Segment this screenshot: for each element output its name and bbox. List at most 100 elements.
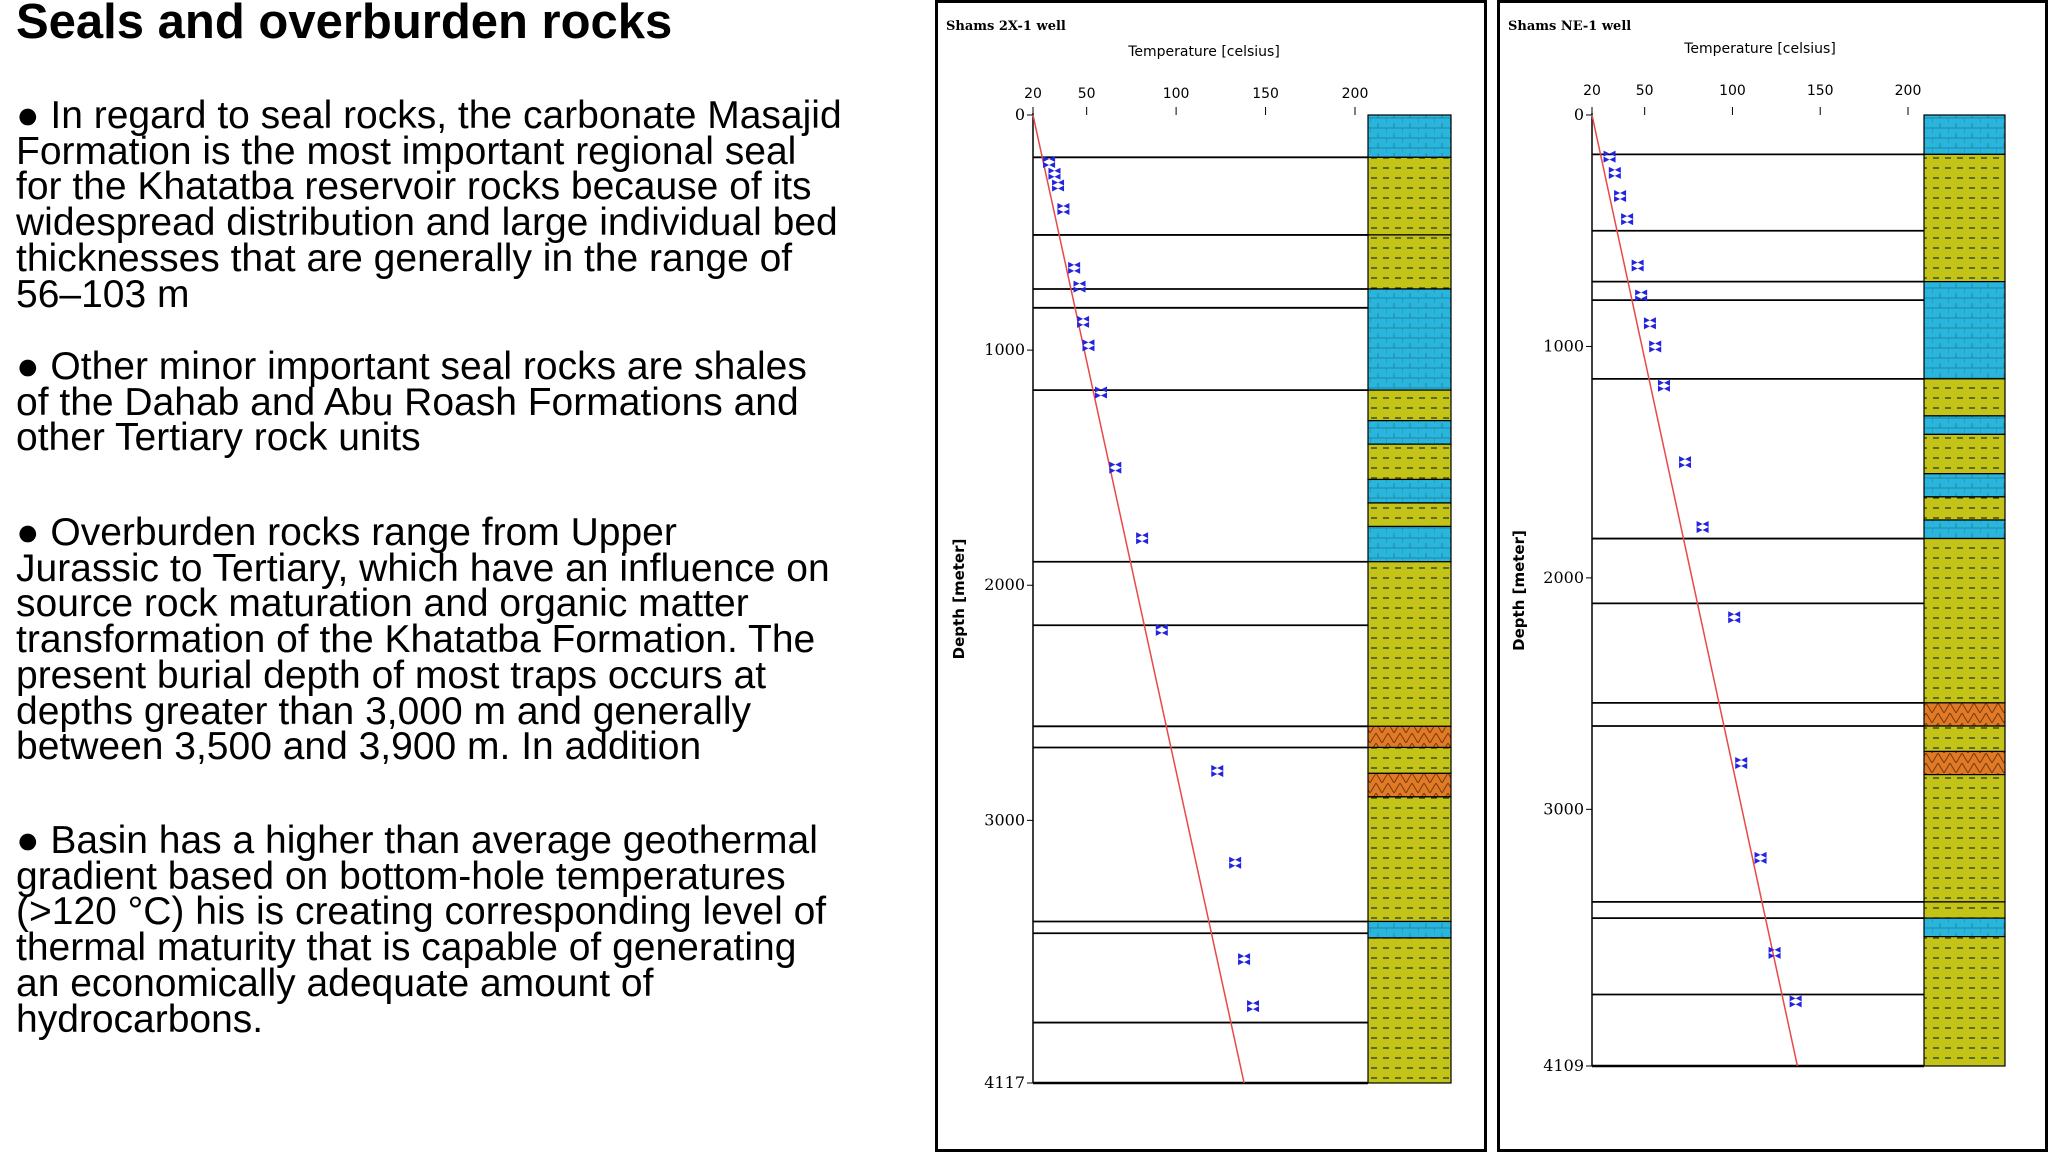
bullet-line: Jurassic to Tertiary, which have an infl… — [16, 546, 830, 590]
lithology-shale-block — [1367, 937, 1452, 1084]
bullet-line: hydrocarbons. — [16, 997, 264, 1041]
x-tick-label: 20 — [1024, 86, 1042, 102]
lithology-shale-block — [1923, 901, 2006, 919]
temperature-data-point — [1603, 150, 1616, 163]
lithology-shale-block — [1367, 443, 1452, 481]
lithology-shale-block — [1367, 796, 1452, 923]
bullet-line: gradient based on bottom-hole temperatur… — [16, 854, 786, 898]
temperature-data-point — [1229, 856, 1242, 869]
lithology-shale-block — [1367, 234, 1452, 290]
temperature-data-point — [1048, 167, 1061, 180]
temperature-data-point — [1679, 456, 1692, 469]
x-tick-label: 20 — [1583, 83, 1601, 99]
y-tick-label: 1000 — [1543, 336, 1584, 355]
chart-panel-shams-ne-1: Shams NE-1 well Temperature [celsius] 20 50… — [1497, 0, 2048, 1152]
lithology-shale-block — [1367, 746, 1452, 774]
lithology-shale-block — [1923, 774, 2006, 903]
bullet-line: transformation of the Khatatba Formation… — [16, 618, 816, 662]
lithology-shale-block — [1367, 389, 1452, 422]
bullet-line: thicknesses that are generally in the ra… — [16, 236, 793, 280]
lithology-carbonate-block — [1367, 525, 1452, 563]
x-tick-label: 200 — [1342, 86, 1369, 102]
temperature-data-point — [1643, 317, 1656, 330]
lithology-carbonate-block — [1367, 288, 1452, 391]
bullet-line: present burial depth of most traps occur… — [16, 653, 767, 697]
temperature-data-point — [1728, 611, 1741, 624]
lithology-sandstone-block — [1367, 772, 1452, 798]
lithology-carbonate-block — [1367, 420, 1452, 445]
bullet-line: ● In regard to seal rocks, the carbonate… — [16, 94, 842, 137]
temperature-data-point — [1608, 166, 1621, 179]
bullet-line: source rock maturation and organic matte… — [16, 582, 749, 626]
lithology-shale-block — [1923, 496, 2006, 521]
bullet-line: between 3,500 and 3,900 m. In addition — [16, 725, 702, 769]
chart-svg-shams-ne-1: Shams NE-1 well Temperature [celsius] 20 50… — [1508, 19, 2006, 1075]
lithology-shale-block — [1923, 537, 2006, 704]
temperature-trend-line — [1032, 114, 1245, 1084]
lithology-shale-block — [1923, 153, 2006, 283]
temperature-data-point — [1155, 623, 1168, 636]
y-tick-label: 0 — [1015, 105, 1025, 124]
y-tick-label: 4109 — [1543, 1056, 1584, 1075]
x-tick-label: 150 — [1252, 86, 1279, 102]
temperature-data-point — [1073, 280, 1086, 293]
x-tick-label: 100 — [1163, 86, 1190, 102]
temperature-data-point — [1077, 315, 1090, 328]
well-name: Shams 2X-1 well — [946, 19, 1066, 34]
temperature-data-point — [1657, 379, 1670, 392]
x-tick-label: 50 — [1636, 83, 1654, 99]
temperature-data-point — [1735, 757, 1748, 770]
lithology-carbonate-block — [1923, 519, 2006, 540]
lithology-carbonate-block — [1923, 281, 2006, 380]
y-tick-label: 3000 — [984, 810, 1025, 829]
lithology-shale-block — [1367, 156, 1452, 236]
temperature-trend-line — [1591, 114, 1799, 1067]
lithology-shale-block — [1923, 378, 2006, 417]
temperature-data-point — [1109, 461, 1122, 474]
temperature-data-point — [1768, 946, 1781, 959]
y-axis-title: Depth [meter] — [1510, 530, 1528, 651]
temperature-data-point — [1052, 179, 1065, 192]
bullet-line: other Tertiary rock units — [16, 416, 421, 460]
y-tick-label: 1000 — [984, 340, 1025, 359]
lithology-carbonate-block — [1923, 114, 2006, 155]
temperature-data-point — [1649, 340, 1662, 353]
lithology-shale-block — [1367, 502, 1452, 528]
bullet-line: 56–103 m — [16, 272, 190, 316]
lithology-sandstone-block — [1923, 702, 2006, 727]
chart-panel-shams-2x-1: Shams 2X-1 well Temperature [celsius] 20 50… — [935, 0, 1487, 1152]
lithology-shale-block — [1923, 936, 2006, 1067]
lithology-carbonate-block — [1923, 473, 2006, 498]
lithology-carbonate-block — [1923, 415, 2006, 435]
lithology-sandstone-block — [1367, 725, 1452, 749]
y-tick-label: 2000 — [1543, 568, 1584, 587]
y-axis-title: Depth [meter] — [950, 539, 968, 660]
temperature-data-point — [1754, 851, 1767, 864]
lithology-carbonate-block — [1367, 920, 1452, 939]
slide-title: Seals and overburden rocks — [16, 0, 673, 49]
temperature-data-point — [1789, 995, 1802, 1008]
bullet-line: ● Overburden rocks range from Upper — [16, 511, 677, 554]
bullet-line: Formation is the most important regional… — [16, 129, 797, 173]
bullet-minor-seals: ● Other minor important seal rocks are s… — [16, 347, 921, 460]
bullet-line: of the Dahab and Abu Roash Formations an… — [16, 380, 799, 424]
bullet-line: ● Basin has a higher than average geothe… — [16, 819, 818, 862]
temperature-data-point — [1621, 213, 1634, 226]
temperature-data-point — [1211, 764, 1224, 777]
y-tick-label: 2000 — [984, 575, 1025, 594]
bullet-line: widespread distribution and large indivi… — [16, 201, 838, 245]
lithology-shale-block — [1367, 561, 1452, 727]
x-axis-title: Temperature [celsius] — [1683, 41, 1836, 57]
x-tick-label: 100 — [1719, 83, 1746, 99]
temperature-data-point — [1136, 532, 1149, 545]
chart-svg-shams-2x-1: Shams 2X-1 well Temperature [celsius] 20 50… — [946, 19, 1452, 1092]
y-tick-label: 3000 — [1543, 799, 1584, 818]
y-tick-label: 4117 — [984, 1073, 1025, 1092]
y-tick-label: 0 — [1574, 105, 1584, 124]
bullet-overburden: ● Overburden rocks range from Upper Juras… — [16, 513, 921, 769]
bullet-masajid-seal: ● In regard to seal rocks, the carbonate… — [16, 96, 921, 314]
x-tick-label: 150 — [1807, 83, 1834, 99]
bullet-line: depths greater than 3,000 m and generall… — [16, 689, 752, 733]
temperature-data-point — [1082, 339, 1095, 352]
temperature-data-point — [1238, 953, 1251, 966]
